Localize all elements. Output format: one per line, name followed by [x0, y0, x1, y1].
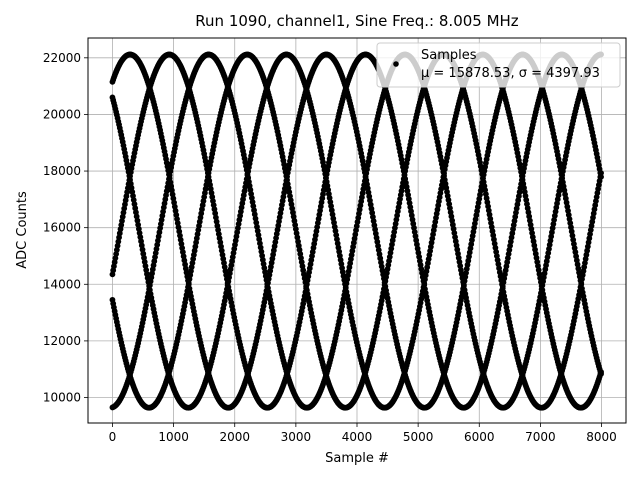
- legend-box: [376, 42, 621, 88]
- legend: Samples μ = 15878.53, σ = 4397.93: [376, 42, 621, 88]
- x-tick-label: 3000: [281, 430, 312, 444]
- chart-title: Run 1090, channel1, Sine Freq.: 8.005 MH…: [195, 12, 519, 30]
- y-tick-label: 18000: [43, 164, 81, 178]
- y-tick-label: 20000: [43, 107, 81, 121]
- y-tick-label: 14000: [43, 277, 81, 291]
- x-tick-label: 8000: [586, 430, 617, 444]
- y-tick-label: 22000: [43, 51, 81, 65]
- sample-point: [598, 170, 604, 176]
- legend-marker: [393, 61, 399, 67]
- plot-area: [87, 37, 627, 424]
- x-tick-label: 1000: [158, 430, 189, 444]
- y-axis-ticks: 10000 12000 14000 16000 18000 20000 22000: [43, 51, 88, 405]
- x-tick-label: 5000: [403, 430, 434, 444]
- y-tick-label: 12000: [43, 334, 81, 348]
- y-tick-label: 10000: [43, 391, 81, 405]
- y-axis-label: ADC Counts: [15, 191, 30, 269]
- x-axis-label: Sample #: [325, 451, 389, 466]
- x-tick-label: 0: [109, 430, 117, 444]
- x-tick-label: 7000: [525, 430, 556, 444]
- sample-point: [598, 369, 604, 375]
- legend-stats: μ = 15878.53, σ = 4397.93: [421, 66, 600, 81]
- legend-label: Samples: [421, 48, 477, 63]
- y-tick-label: 16000: [43, 221, 81, 235]
- x-tick-label: 4000: [342, 430, 373, 444]
- x-tick-label: 2000: [219, 430, 250, 444]
- x-tick-label: 6000: [464, 430, 495, 444]
- x-axis-ticks: 0 1000 2000 3000 4000 5000 6000 7000 8000: [109, 423, 617, 444]
